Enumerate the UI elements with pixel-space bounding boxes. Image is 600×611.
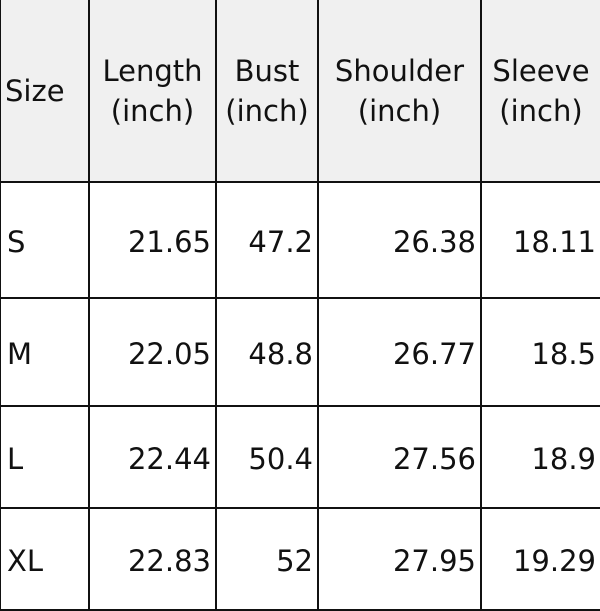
cell-bust: 47.2 <box>215 181 319 299</box>
cell-shoulder: 26.38 <box>317 181 482 299</box>
cell-length: 22.05 <box>88 297 217 407</box>
table-row: XL 22.83 52 27.95 19.29 <box>0 507 600 611</box>
cell-size: S <box>0 181 90 299</box>
cell-shoulder: 27.56 <box>317 405 482 509</box>
table-row: M 22.05 48.8 26.77 18.5 <box>0 297 600 407</box>
cell-shoulder: 27.95 <box>317 507 482 611</box>
cell-sleeve: 19.29 <box>480 507 600 611</box>
cell-length: 21.65 <box>88 181 217 299</box>
header-size: Size <box>0 0 90 183</box>
cell-size: XL <box>0 507 90 611</box>
cell-size: L <box>0 405 90 509</box>
header-shoulder: Shoulder (inch) <box>317 0 482 183</box>
table-row: S 21.65 47.2 26.38 18.11 <box>0 181 600 299</box>
cell-bust: 48.8 <box>215 297 319 407</box>
header-row: Size Length (inch) Bust (inch) Shoulder (in… <box>0 0 600 183</box>
cell-length: 22.44 <box>88 405 217 509</box>
table-row: L 22.44 50.4 27.56 18.9 <box>0 405 600 509</box>
header-length: Length (inch) <box>88 0 217 183</box>
cell-sleeve: 18.11 <box>480 181 600 299</box>
header-bust: Bust (inch) <box>215 0 319 183</box>
cell-bust: 50.4 <box>215 405 319 509</box>
header-sleeve: Sleeve (inch) <box>480 0 600 183</box>
cell-length: 22.83 <box>88 507 217 611</box>
cell-sleeve: 18.9 <box>480 405 600 509</box>
cell-size: M <box>0 297 90 407</box>
cell-sleeve: 18.5 <box>480 297 600 407</box>
cell-shoulder: 26.77 <box>317 297 482 407</box>
cell-bust: 52 <box>215 507 319 611</box>
